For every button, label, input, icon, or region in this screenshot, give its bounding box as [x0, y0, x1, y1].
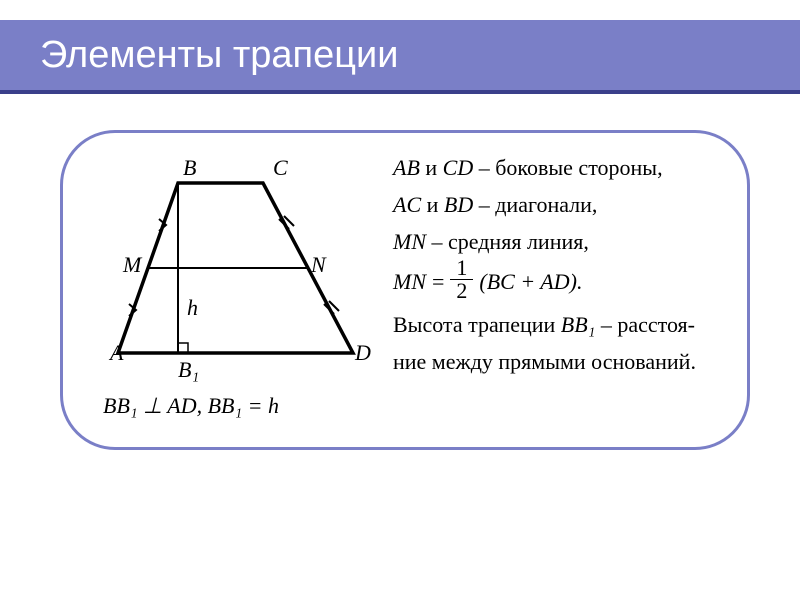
txt-diag-rest: – диагонали,	[473, 192, 597, 217]
label-C: C	[273, 155, 288, 181]
diagram-formula: BB₁ ⊥ AD, BB₁ = h	[103, 393, 279, 419]
label-N: N	[311, 252, 326, 278]
txt-height-a: Высота трапеции	[393, 312, 561, 337]
desc-line-height2: ние между прямыми оснований.	[393, 347, 743, 378]
description-text: AB и CD – боковые стороны, AC и BD – диа…	[393, 153, 743, 384]
txt-CD: CD	[443, 155, 474, 180]
txt-and1: и	[420, 155, 443, 180]
label-D: D	[355, 340, 371, 366]
eq-den: 2	[450, 280, 473, 302]
eq-right: (BC + AD).	[479, 267, 582, 298]
eq-equals: =	[432, 267, 444, 298]
label-B1: B₁	[178, 357, 199, 383]
label-M: M	[123, 252, 141, 278]
txt-AC: AC	[393, 192, 421, 217]
eq-fraction: 1 2	[450, 257, 473, 302]
txt-BB1: BB₁	[561, 312, 596, 337]
eq-num: 1	[450, 257, 473, 280]
txt-sides-rest: – боковые стороны,	[473, 155, 662, 180]
content-frame: A B C D M N h B₁ BB₁ ⊥ AD, BB₁ = h AB и …	[60, 130, 750, 450]
desc-line-diagonals: AC и BD – диагонали,	[393, 190, 743, 221]
desc-line-midline: MN – средняя линия,	[393, 227, 743, 258]
label-A: A	[110, 340, 123, 366]
txt-MN: MN	[393, 229, 426, 254]
trapezoid-diagram: A B C D M N h B₁ BB₁ ⊥ AD, BB₁ = h	[83, 153, 383, 433]
txt-BD: BD	[444, 192, 473, 217]
txt-AB: AB	[393, 155, 420, 180]
desc-equation: MN = 1 2 (BC + AD).	[393, 263, 743, 302]
header-underline	[0, 90, 800, 94]
txt-midline-rest: – средняя линия,	[426, 229, 589, 254]
desc-line-sides: AB и CD – боковые стороны,	[393, 153, 743, 184]
txt-and2: и	[421, 192, 444, 217]
desc-line-height1: Высота трапеции BB₁ – расстоя-	[393, 310, 743, 341]
label-B: B	[183, 155, 196, 181]
label-h: h	[187, 295, 198, 321]
header-band: Элементы трапеции	[0, 20, 800, 90]
eq-MN: MN	[393, 267, 426, 298]
slide-title: Элементы трапеции	[40, 34, 398, 77]
txt-height-c: – расстоя-	[595, 312, 695, 337]
